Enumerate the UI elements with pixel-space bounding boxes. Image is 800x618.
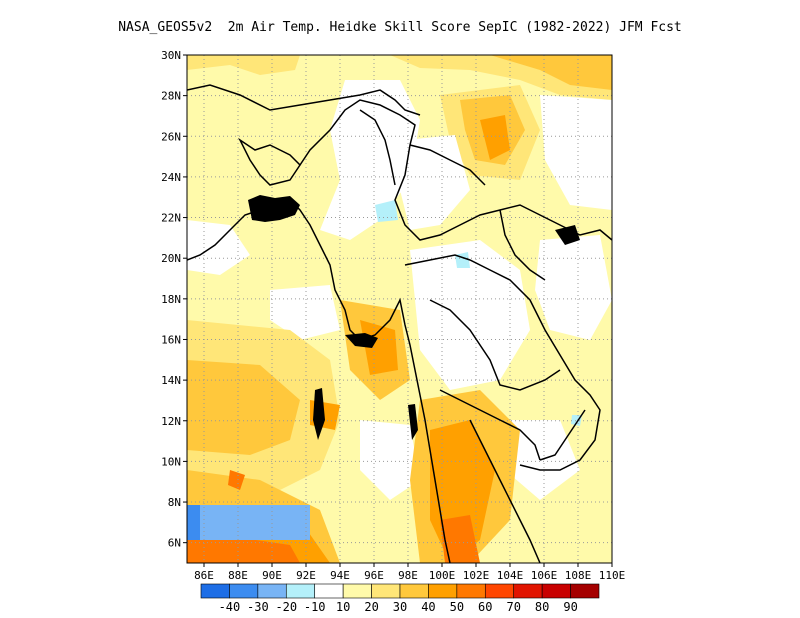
colorbar-label: 60 xyxy=(478,600,492,614)
y-tick-label: 20N xyxy=(161,252,181,265)
y-tick-label: 30N xyxy=(161,49,181,62)
colorbar-swatch xyxy=(541,583,571,599)
longitude-axis: 86E 88E 90E 92E 94E 96E 98E 100E 102E 104E 106E 108… xyxy=(194,563,625,582)
colorbar-swatch xyxy=(285,583,316,599)
y-tick-label: 28N xyxy=(161,90,181,103)
colorbar-swatch xyxy=(257,583,287,599)
y-tick-label: 10N xyxy=(161,455,181,468)
y-tick-label: 14N xyxy=(161,374,181,387)
y-tick-label: 6N xyxy=(168,537,181,550)
x-tick-label: 92E xyxy=(296,569,316,582)
x-tick-label: 96E xyxy=(364,569,384,582)
map-title: NASA_GEOS5v2 2m Air Temp. Heidke Skill S… xyxy=(118,20,682,35)
colorbar-label: 40 xyxy=(421,600,435,614)
map-frame xyxy=(186,54,613,564)
colorbar-swatch xyxy=(399,583,429,599)
colorbar-label: 90 xyxy=(563,600,577,614)
colorbar-swatch xyxy=(513,583,543,599)
x-tick-label: 106E xyxy=(531,569,558,582)
colorbar-label: -10 xyxy=(304,600,326,614)
x-tick-label: 110E xyxy=(599,569,626,582)
colorbar-swatch xyxy=(229,583,259,599)
colorbar-swatch xyxy=(570,583,600,599)
x-tick-label: 102E xyxy=(463,569,490,582)
latitude-axis: 6N 8N 10N 12N 14N 16N 18N 20N 22N 24N 26N 28N 30N xyxy=(161,49,187,550)
x-tick-label: 88E xyxy=(228,569,248,582)
x-tick-label: 94E xyxy=(330,569,350,582)
colorbar-label: 10 xyxy=(336,600,350,614)
colorbar-swatch xyxy=(428,583,458,599)
colorbar-swatch xyxy=(456,583,486,599)
colorbar: -40 -30 -20 -10 10 20 30 40 50 60 70 80 90 xyxy=(200,583,600,614)
colorbar-label: 50 xyxy=(450,600,464,614)
colorbar-label: 80 xyxy=(535,600,549,614)
x-tick-label: 98E xyxy=(398,569,418,582)
colorbar-swatch xyxy=(314,583,344,599)
x-tick-label: 100E xyxy=(429,569,456,582)
y-tick-label: 12N xyxy=(161,415,181,428)
delta-coastline-detail xyxy=(248,195,580,440)
y-tick-label: 26N xyxy=(161,130,181,143)
y-tick-label: 22N xyxy=(161,212,181,225)
x-tick-label: 104E xyxy=(497,569,524,582)
skill-score-field xyxy=(187,55,612,563)
lat-lon-grid xyxy=(187,55,612,563)
y-tick-label: 24N xyxy=(161,171,181,184)
x-tick-label: 86E xyxy=(194,569,214,582)
y-tick-label: 16N xyxy=(161,333,181,346)
colorbar-label: -20 xyxy=(275,600,297,614)
colorbar-label: 20 xyxy=(364,600,378,614)
colorbar-label: 70 xyxy=(506,600,520,614)
colorbar-swatch xyxy=(371,583,401,599)
y-tick-label: 18N xyxy=(161,293,181,306)
colorbar-label: -40 xyxy=(219,600,241,614)
colorbar-swatch xyxy=(342,583,372,599)
colorbar-label: -30 xyxy=(247,600,269,614)
colorbar-label: 30 xyxy=(393,600,407,614)
colorbar-swatch xyxy=(484,583,515,599)
x-tick-label: 108E xyxy=(565,569,592,582)
y-tick-label: 8N xyxy=(168,496,181,509)
colorbar-swatch xyxy=(200,583,230,599)
x-tick-label: 90E xyxy=(262,569,282,582)
